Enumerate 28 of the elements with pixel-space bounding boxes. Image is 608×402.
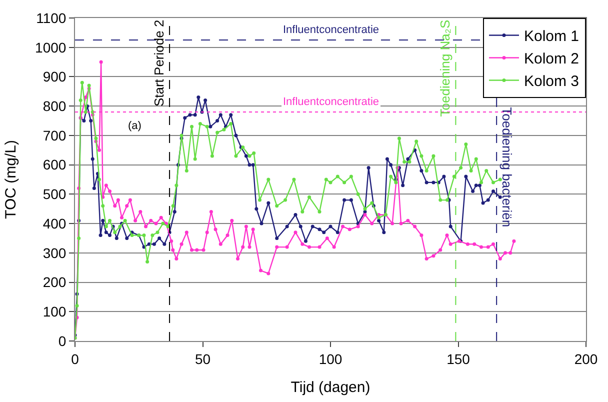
x-tick-label: 100: [318, 350, 342, 367]
legend-label: Kolom 2: [524, 50, 580, 68]
x-tick-label: 200: [574, 350, 598, 367]
legend-label: Kolom 3: [524, 73, 580, 90]
x-tick-label: 0: [71, 350, 80, 367]
y-tick-label: 300: [42, 244, 66, 261]
ref-line-label: Start Periode 2: [152, 20, 167, 107]
y-axis-title: TOC (mg/L): [2, 140, 20, 219]
y-tick-label: 900: [42, 68, 66, 85]
x-tick-label: 150: [446, 350, 470, 367]
y-tick-label: 400: [42, 215, 66, 232]
ref-line-label: Influentconcentratie: [283, 24, 380, 36]
ref-line-label: Influentconcentratie: [283, 96, 380, 108]
annotation: (a): [128, 120, 142, 132]
y-tick-label: 600: [42, 156, 66, 173]
y-tick-label: 1000: [35, 39, 66, 56]
y-tick-label: 0: [58, 332, 66, 349]
y-tick-label: 100: [42, 304, 66, 320]
y-tick-label: 1100: [36, 10, 66, 26]
y-tick-label: 800: [42, 98, 66, 114]
x-tick-label: 50: [194, 350, 211, 367]
legend-label: Kolom 1: [524, 28, 580, 46]
ref-line-label: Toediening Na₂S: [438, 20, 453, 117]
y-tick-label: 200: [42, 274, 66, 290]
y-tick-label: 500: [42, 186, 66, 202]
x-axis-title: Tijd (dagen): [290, 378, 370, 396]
y-tick-label: 700: [42, 127, 66, 144]
ref-line-label: Toediening bacteriën: [499, 107, 514, 228]
